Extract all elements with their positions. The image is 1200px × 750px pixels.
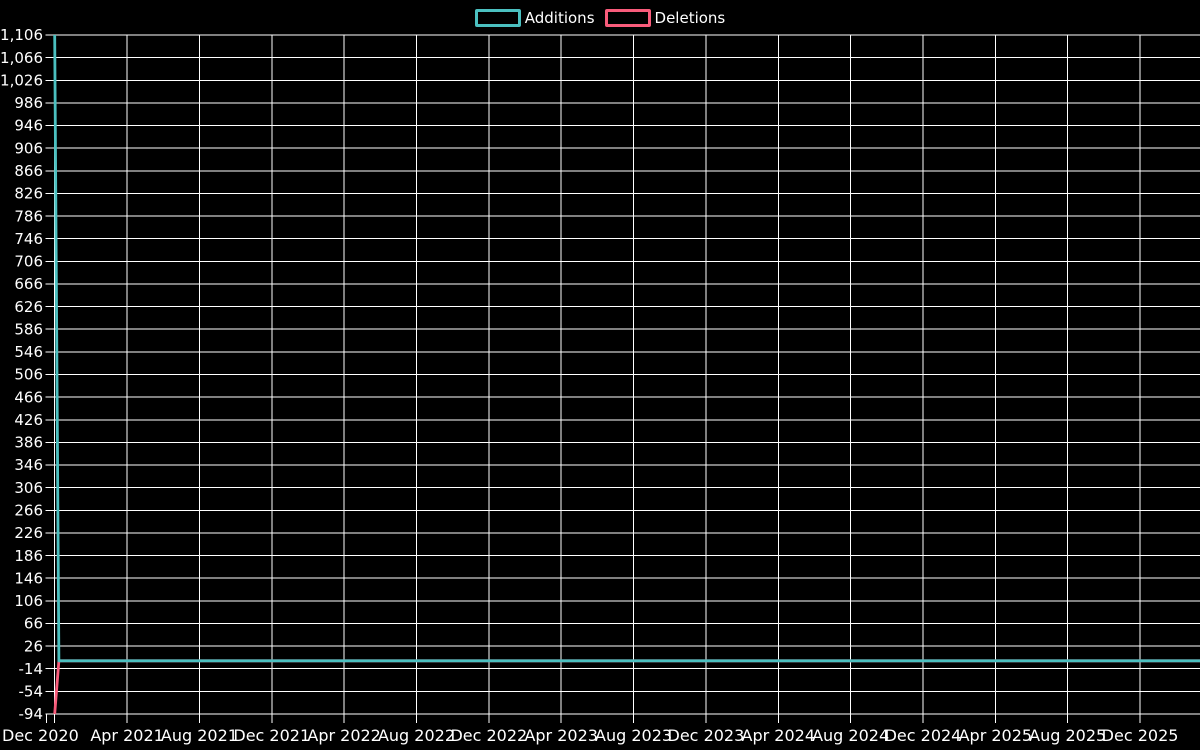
legend-label-deletions: Deletions <box>654 9 726 27</box>
additions-line <box>53 34 1200 663</box>
svg-text:986: 986 <box>14 94 43 112</box>
svg-text:1,026: 1,026 <box>0 71 43 89</box>
svg-text:106: 106 <box>14 592 43 610</box>
svg-text:Dec 2020: Dec 2020 <box>2 726 79 745</box>
svg-text:946: 946 <box>14 117 43 135</box>
svg-text:786: 786 <box>14 207 43 225</box>
svg-text:506: 506 <box>14 366 43 384</box>
svg-text:Aug 2022: Aug 2022 <box>378 726 455 745</box>
svg-text:-94: -94 <box>19 705 44 723</box>
svg-text:Dec 2023: Dec 2023 <box>668 726 745 745</box>
x-gridlines <box>45 35 1141 723</box>
svg-text:146: 146 <box>14 569 43 587</box>
svg-text:Aug 2023: Aug 2023 <box>595 726 672 745</box>
svg-text:706: 706 <box>14 253 43 271</box>
svg-text:Apr 2021: Apr 2021 <box>90 726 163 745</box>
svg-text:346: 346 <box>14 456 43 474</box>
svg-text:306: 306 <box>14 479 43 497</box>
svg-text:Apr 2024: Apr 2024 <box>742 726 815 745</box>
deletions-swatch-icon <box>604 9 651 27</box>
additions-swatch-icon <box>474 9 521 27</box>
svg-text:746: 746 <box>14 230 43 248</box>
legend-item-deletions[interactable]: Deletions <box>604 9 726 27</box>
y-gridlines <box>45 34 1200 715</box>
svg-text:-54: -54 <box>19 683 44 701</box>
svg-text:1,106: 1,106 <box>0 26 43 44</box>
y-axis-labels: 1,106 1,066 1,026 986 946 906 866 826 786 746 706 6… <box>0 26 43 723</box>
svg-text:906: 906 <box>14 139 43 157</box>
svg-text:626: 626 <box>14 298 43 316</box>
svg-text:386: 386 <box>14 434 43 452</box>
svg-text:Apr 2022: Apr 2022 <box>307 726 380 745</box>
svg-text:Aug 2024: Aug 2024 <box>812 726 889 745</box>
svg-text:866: 866 <box>14 162 43 180</box>
svg-text:426: 426 <box>14 411 43 429</box>
svg-text:Aug 2021: Aug 2021 <box>161 726 238 745</box>
svg-text:466: 466 <box>14 388 43 406</box>
svg-text:826: 826 <box>14 185 43 203</box>
legend-label-additions: Additions <box>524 9 595 27</box>
svg-text:546: 546 <box>14 343 43 361</box>
svg-text:586: 586 <box>14 320 43 338</box>
legend-item-additions[interactable]: Additions <box>474 9 595 27</box>
svg-text:Dec 2022: Dec 2022 <box>450 726 527 745</box>
svg-text:266: 266 <box>14 502 43 520</box>
svg-text:26: 26 <box>24 637 43 655</box>
svg-text:226: 226 <box>14 524 43 542</box>
svg-text:666: 666 <box>14 275 43 293</box>
svg-text:Apr 2025: Apr 2025 <box>959 726 1032 745</box>
svg-text:66: 66 <box>24 615 43 633</box>
svg-text:Dec 2024: Dec 2024 <box>885 726 962 745</box>
svg-text:Dec 2025: Dec 2025 <box>1102 726 1179 745</box>
svg-text:Apr 2023: Apr 2023 <box>524 726 597 745</box>
svg-text:186: 186 <box>14 547 43 565</box>
svg-text:-14: -14 <box>19 660 44 678</box>
chart-legend: Additions Deletions <box>0 8 1200 28</box>
svg-text:1,066: 1,066 <box>0 49 43 67</box>
svg-text:Dec 2021: Dec 2021 <box>233 726 310 745</box>
svg-text:Aug 2025: Aug 2025 <box>1029 726 1106 745</box>
